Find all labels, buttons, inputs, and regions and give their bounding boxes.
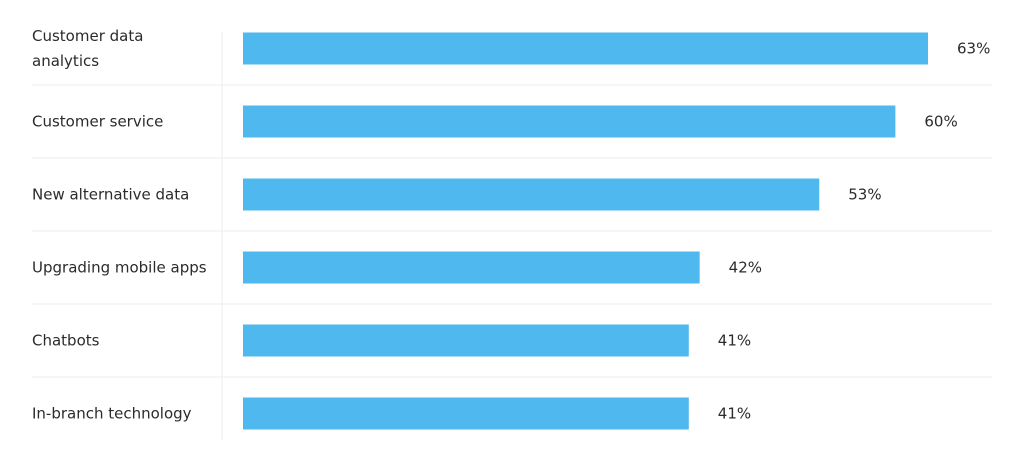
bar-row: Chatbots 41% <box>32 324 751 357</box>
value-label: 60% <box>924 113 957 131</box>
bar <box>243 105 896 138</box>
category-label: Customer data analytics <box>32 27 143 70</box>
chart-rows: Customer data analytics 63% Customer servic… <box>32 27 990 430</box>
value-label: 42% <box>729 259 762 277</box>
value-label: 41% <box>718 332 751 350</box>
category-label: Chatbots <box>32 332 100 350</box>
bar-row: In-branch technology 41% <box>32 397 751 430</box>
value-label: 63% <box>957 40 990 58</box>
bar <box>243 324 689 357</box>
category-label: Upgrading mobile apps <box>32 259 207 277</box>
category-label: Customer service <box>32 113 163 131</box>
value-label: 53% <box>848 186 881 204</box>
bar <box>243 251 700 284</box>
category-label: New alternative data <box>32 186 189 204</box>
bar-row: New alternative data 53% <box>32 178 882 211</box>
value-label: 41% <box>718 405 751 423</box>
bar-row: Customer service 60% <box>32 105 958 138</box>
category-label: In-branch technology <box>32 405 192 423</box>
bar-row: Customer data analytics 63% <box>32 27 990 70</box>
bar-row: Upgrading mobile apps 42% <box>32 251 762 284</box>
bar <box>243 397 689 430</box>
bar <box>243 178 820 211</box>
bar <box>243 32 928 65</box>
row-separators <box>32 84 992 378</box>
